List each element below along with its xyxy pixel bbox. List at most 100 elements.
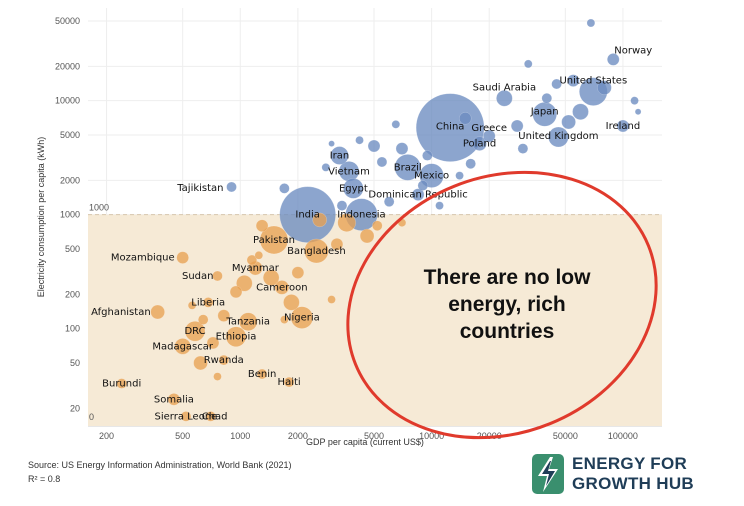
y-tick-label: 2000 [60,175,80,185]
bubble [255,219,269,232]
y-tick-label: 20 [70,403,80,413]
annotation-line: There are no low [424,266,592,289]
label-myanmar: Myanmar [232,263,280,274]
label-tajikistan: Tajikistan [176,183,223,194]
bubble-madagascar [174,338,191,355]
label-brazil: Brazil [394,162,422,173]
bubble [395,142,409,155]
bubble [630,96,639,105]
annotation-line: energy, rich [448,293,566,316]
bubble [359,228,375,244]
annotation-ellipse [346,170,658,440]
country-labels: Norway United States Ireland Saudi Arabia Ja… [91,45,652,422]
bubble [383,196,395,207]
label-madagascar: Madagascar [152,341,214,352]
label-japan: Japan [530,106,559,117]
y-tick-label: 50 [70,358,80,368]
x-tick-label: 1000 [230,431,250,441]
bubble-united-kingdom [548,126,569,148]
bubble [328,140,335,147]
bubble [391,120,401,129]
bubble [586,18,596,28]
y-tick-label: 10000 [55,96,80,106]
bubble-saudi-arabia [496,90,513,107]
bubble [422,150,433,161]
bubble-burundi [116,378,127,389]
label-sierra-leone: Sierra Leone [155,411,218,422]
bubble-india [279,186,336,243]
label-nigeria: Nigeria [284,313,320,324]
bubble-dominican-republic [411,188,425,201]
x-tick-label: 500 [175,431,190,441]
r-squared-note: R² = 0.8 [28,474,61,484]
label-greece: Greece [471,123,507,134]
bubble-sudan [212,270,223,282]
bubble [337,213,356,232]
bubble [330,238,344,251]
bubble-egypt [343,178,364,199]
y-tick-label: 100 [65,324,80,334]
bubble [541,93,553,104]
bubble [567,74,580,87]
bubble-pakistan [259,225,289,255]
bubble [510,119,524,133]
bubble [193,355,208,371]
bubble [572,103,589,120]
label-bangladesh: Bangladesh [287,246,346,257]
label-drc: DRC [184,326,205,337]
bubble [327,295,336,304]
x-tick-label: 2000 [288,431,308,441]
annotation-text: There are no low energy, rich countries [424,266,592,343]
bubble-iran [330,146,349,165]
bubble [280,315,289,324]
bubble [321,163,331,172]
x-axis-title: GDP per capita (current US$) [306,437,424,447]
x-tick-label: 100000 [608,431,638,441]
bubble-afghanistan [150,304,165,320]
label-united-kingdom: United Kingdom [518,131,598,142]
y-tick-label: 500 [65,244,80,254]
bubble-rwanda [218,354,230,366]
bubble [524,59,533,69]
bubble [197,314,209,325]
bubble-haiti [283,376,295,388]
bubble [213,372,222,381]
bubble [229,285,243,299]
bubble-bangladesh [304,238,329,264]
bubble [367,139,381,153]
label-poland: Poland [463,139,496,150]
logo-line-1: ENERGY FOR [572,454,688,473]
bubble-liberia [202,297,214,308]
x-tick-label: 50000 [553,431,578,441]
bubble [561,114,576,130]
label-dominican-republic: Dominican Republic [368,190,467,201]
bubble [435,201,444,210]
threshold-label: 1000 [89,203,109,213]
source-note: Source: US Energy Information Administra… [28,460,292,470]
bubble [372,220,383,231]
x-tick-label: 200 [99,431,114,441]
label-ireland: Ireland [606,121,641,132]
bubble-mozambique [176,251,189,264]
label-egypt: Egypt [339,183,368,194]
bubble [279,183,290,194]
bubble [551,78,562,90]
label-norway: Norway [614,45,652,56]
bubble [517,143,529,154]
scatter-chart: 1000 0 200 500 1000 2000 5000 10000 20000 50000… [36,8,662,447]
label-mexico: Mexico [414,171,449,182]
bubble [459,112,472,125]
bubble-greece [482,129,496,143]
label-india: India [295,210,320,221]
label-rwanda: Rwanda [204,355,244,366]
label-haiti: Haiti [278,377,301,388]
label-indonesia: Indonesia [337,210,385,221]
bubble [246,254,258,266]
y-tick-label: 50000 [55,16,80,26]
logo-icon [532,454,564,494]
label-vietnam: Vietnam [328,166,370,177]
bubble [597,80,612,95]
bubble-chad [205,411,216,422]
label-saudi-arabia: Saudi Arabia [473,82,536,93]
x-tick-label: 10000 [419,431,444,441]
